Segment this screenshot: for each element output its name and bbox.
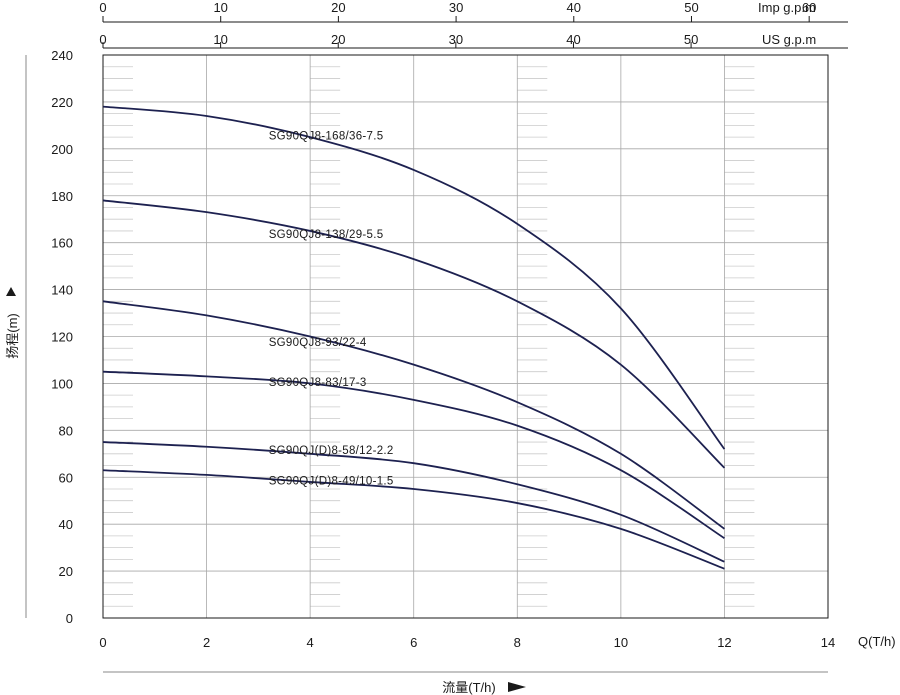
secondary-tick-label: 40	[566, 32, 580, 47]
y-tick-label: 20	[59, 564, 73, 579]
y-tick-label: 200	[51, 142, 73, 157]
secondary-tick-label: 30	[449, 0, 463, 15]
secondary-tick-label: 10	[213, 32, 227, 47]
x-tick-label: 8	[514, 635, 521, 650]
y-tick-label: 80	[59, 423, 73, 438]
x-tick-label: 14	[821, 635, 835, 650]
secondary-tick-label: 0	[99, 0, 106, 15]
imp-gpm-axis-label: Imp g.p.m	[758, 0, 816, 15]
y-tick-label: 0	[66, 611, 73, 626]
secondary-tick-label: 50	[684, 0, 698, 15]
series-line	[102, 441, 725, 563]
x-tick-label: 0	[99, 635, 106, 650]
x-axis-arrow-icon	[508, 682, 526, 692]
major-grid	[103, 55, 828, 618]
series-label: SG90QJ(D)8-49/10-1.5	[269, 475, 394, 487]
series-label: SG90QJ(D)8-58/12-2.2	[269, 445, 394, 457]
secondary-tick-label: 60	[802, 0, 816, 15]
secondary-tick-label: 20	[331, 32, 345, 47]
y-axis-ticks: 0 20 40 60 80 100 120 140 160 180 200 220 240	[51, 48, 73, 626]
series-label: SG90QJ8-83/17-3	[269, 377, 367, 389]
y-tick-label: 240	[51, 48, 73, 63]
secondary-tick-label: 20	[331, 0, 345, 15]
us-gpm-axis-label: US g.p.m	[762, 32, 816, 47]
secondary-tick-label: 30	[449, 32, 463, 47]
series-label: SG90QJ8-138/29-5.5	[269, 229, 384, 241]
series-line	[102, 370, 725, 539]
series-label: SG90QJ8-93/22-4	[269, 337, 367, 349]
x-axis-ticks: 0 2 4 6 8 10 12 14	[99, 635, 835, 650]
y-tick-label: 60	[59, 470, 73, 485]
minor-grid	[103, 66, 755, 607]
y-tick-label: 180	[51, 189, 73, 204]
series-line	[102, 105, 726, 450]
secondary-tick-label: 50	[684, 32, 698, 47]
x-tick-label: 6	[410, 635, 417, 650]
y-axis-arrow-icon	[6, 287, 16, 296]
series-line	[102, 469, 725, 570]
series-group: SG90QJ8-168/36-7.5 SG90QJ8-138/29-5.5 SG90…	[102, 105, 726, 570]
y-tick-label: 120	[51, 330, 73, 345]
plot-frame	[102, 54, 829, 619]
secondary-tick-label: 10	[213, 0, 227, 15]
series-label: SG90QJ8-168/36-7.5	[269, 130, 384, 142]
x-tick-label: 12	[717, 635, 731, 650]
y-tick-label: 100	[51, 376, 73, 391]
series-line	[102, 199, 726, 469]
secondary-tick-label: 0	[99, 32, 106, 47]
secondary-axes: 0 10 20 30 40 50 60 0 10 20 30 40 50	[99, 0, 848, 49]
y-tick-label: 140	[51, 283, 73, 298]
secondary-tick-label: 40	[567, 0, 581, 15]
x-axis-title: 流量(T/h)	[442, 680, 495, 695]
x-tick-label: 2	[203, 635, 210, 650]
y-tick-label: 160	[51, 236, 73, 251]
x-unit-label: Q(T/h)	[858, 634, 896, 649]
x-tick-label: 10	[614, 635, 628, 650]
y-tick-label: 40	[59, 517, 73, 532]
series-line	[102, 300, 725, 530]
y-tick-label: 220	[51, 95, 73, 110]
x-tick-label: 4	[307, 635, 314, 650]
y-axis-title: 扬程(m)	[5, 313, 20, 359]
